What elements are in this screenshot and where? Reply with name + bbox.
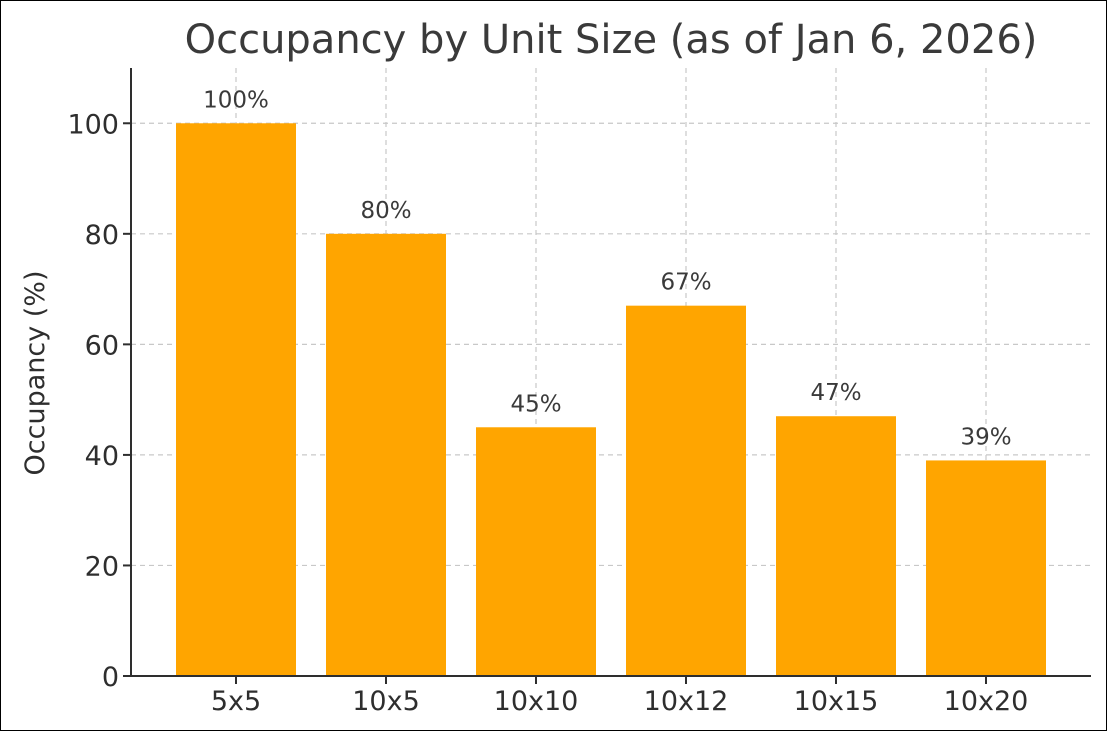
x-tick-label: 10x5 (352, 686, 420, 717)
y-tick-label: 80 (85, 220, 119, 251)
bar-5x5 (176, 123, 296, 677)
bar-10x15 (776, 416, 896, 676)
y-tick-label: 20 (85, 551, 119, 582)
x-tick-label: 10x10 (494, 686, 579, 717)
y-tick-label: 100 (67, 109, 119, 140)
bar-10x12 (626, 305, 746, 676)
y-tick-label: 60 (85, 330, 119, 361)
bar-10x10 (476, 427, 596, 676)
x-tick-label: 5x5 (211, 686, 261, 717)
labels: 0 20 40 60 80 100 100% 5x5 80% 10x5 45% 10x10 67% 10x… (67, 87, 1028, 717)
x-tick-label: 10x15 (794, 686, 879, 717)
bar-10x5 (326, 233, 446, 676)
data-label: 45% (510, 391, 561, 417)
x-tick-label: 10x20 (944, 686, 1029, 717)
data-label: 80% (360, 198, 411, 224)
data-label: 67% (660, 270, 711, 296)
x-tick-label: 10x12 (644, 686, 729, 717)
data-label: 39% (960, 424, 1011, 450)
bar-10x20 (926, 460, 1046, 676)
y-tick-label: 40 (85, 441, 119, 472)
y-tick-label: 0 (102, 662, 119, 693)
data-label: 100% (203, 87, 269, 113)
axes (123, 68, 1091, 684)
chart-title: Occupancy by Unit Size (as of Jan 6, 202… (185, 17, 1038, 63)
y-axis-label: Occupancy (%) (20, 271, 51, 476)
data-label: 47% (810, 380, 861, 406)
bars (176, 123, 1046, 677)
